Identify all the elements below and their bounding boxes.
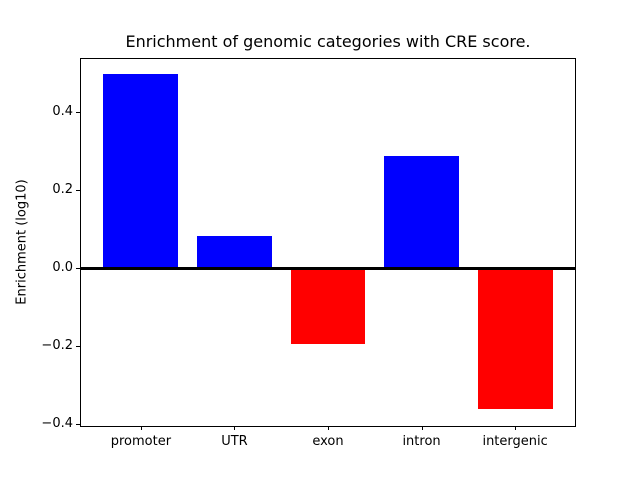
x-tick-label: UTR	[221, 434, 248, 449]
y-tick-mark	[76, 111, 80, 113]
y-tick-mark	[76, 345, 80, 347]
chart-title: Enrichment of genomic categories with CR…	[125, 32, 531, 51]
x-tick-label: exon	[312, 434, 344, 449]
x-tick-mark	[234, 426, 236, 430]
y-tick-mark	[76, 423, 80, 425]
zero-line	[81, 266, 575, 270]
y-tick-mark	[76, 189, 80, 191]
bar-promoter	[103, 74, 179, 269]
x-tick-mark	[515, 426, 517, 430]
x-tick-label: intergenic	[482, 434, 548, 449]
bar-intron	[384, 155, 459, 269]
y-tick-label: −0.4	[41, 416, 73, 432]
x-tick-mark	[421, 426, 423, 430]
y-tick-label: 0.0	[52, 260, 73, 276]
plot-area	[80, 58, 576, 427]
y-tick-label: 0.4	[52, 104, 73, 120]
y-tick-mark	[76, 267, 80, 269]
y-tick-label: 0.2	[52, 182, 73, 198]
x-tick-label: intron	[402, 434, 441, 449]
bar-intergenic	[477, 268, 553, 410]
y-axis-label: Enrichment (log10)	[14, 179, 30, 305]
bar-UTR	[197, 235, 272, 269]
y-tick-label: −0.2	[41, 338, 73, 354]
bar-exon	[290, 268, 366, 345]
x-tick-label: promoter	[110, 434, 172, 449]
x-tick-mark	[140, 426, 142, 430]
x-tick-mark	[328, 426, 329, 430]
